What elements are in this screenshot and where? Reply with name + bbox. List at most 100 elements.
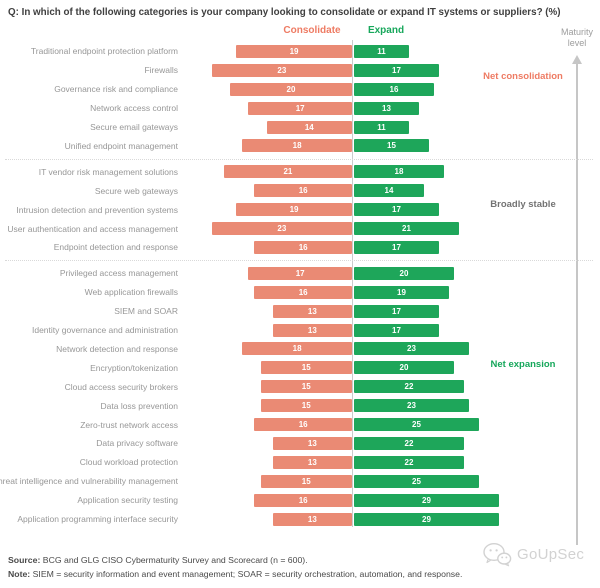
consolidate-bar: 16: [254, 184, 352, 198]
category-label: Secure web gateways: [94, 185, 178, 196]
consolidate-value: 15: [301, 476, 311, 486]
consolidate-bar: 15: [260, 380, 352, 394]
consolidate-bar: 17: [248, 101, 352, 115]
expand-value: 15: [387, 141, 396, 151]
expand-bar: 11: [354, 120, 409, 134]
expand-bar: 29: [354, 493, 499, 507]
group-label-net-expansion: Net expansion: [490, 359, 556, 370]
expand-bar: 18: [354, 165, 444, 179]
source-prefix: Source:: [8, 555, 41, 565]
expand-bar: 21: [354, 222, 459, 236]
consolidate-bar: 18: [242, 342, 352, 356]
consolidate-bar: 23: [211, 63, 352, 77]
chart-row: Governance risk and compliance 20 16: [0, 80, 600, 99]
chart-row: Network access control 17 13: [0, 99, 600, 118]
consolidate-value: 13: [307, 514, 317, 524]
consolidate-bar: 17: [248, 266, 352, 280]
consolidate-value: 16: [298, 287, 308, 297]
expand-bar: 16: [354, 82, 434, 96]
expand-bar: 17: [354, 304, 439, 318]
category-label: Intrusion detection and prevention syste…: [16, 204, 178, 215]
consolidate-value: 21: [283, 167, 293, 177]
expand-value: 25: [412, 476, 421, 486]
chart-row: Encryption/tokenization 15 20: [0, 358, 600, 377]
maturity-axis-label-line2: level: [567, 38, 587, 48]
consolidate-value: 16: [298, 242, 308, 252]
consolidate-bar: 16: [254, 493, 352, 507]
chart-row: SIEM and SOAR 13 17: [0, 302, 600, 321]
wechat-icon: [483, 542, 512, 567]
category-label: SIEM and SOAR: [114, 306, 178, 317]
consolidate-bar: 15: [260, 399, 352, 413]
consolidate-value: 17: [295, 103, 305, 113]
consolidate-bar: 13: [272, 455, 352, 469]
expand-bar: 22: [354, 455, 464, 469]
consolidate-value: 14: [304, 122, 314, 132]
expand-bar: 20: [354, 361, 454, 375]
expand-value: 29: [422, 514, 431, 524]
expand-value: 22: [404, 457, 414, 467]
category-label: Identity governance and administration: [31, 325, 178, 336]
chart-row: Unified endpoint management 18 15: [0, 137, 600, 156]
consolidate-value: 16: [298, 495, 308, 505]
consolidate-bar: 13: [272, 323, 352, 337]
expand-bar: 22: [354, 380, 464, 394]
category-label: Encryption/tokenization: [90, 362, 178, 373]
consolidate-value: 19: [289, 205, 299, 215]
category-label: Secure email gateways: [90, 122, 178, 133]
expand-value: 17: [392, 325, 401, 335]
expand-bar: 15: [354, 139, 429, 153]
category-label: Data privacy software: [96, 438, 178, 449]
consolidate-bar: 14: [266, 120, 352, 134]
expand-bar: 25: [354, 474, 479, 488]
maturity-axis-label: Maturity level: [545, 27, 600, 49]
consolidate-value: 16: [298, 420, 308, 430]
note-line: Note: SIEM = security information and ev…: [8, 569, 462, 579]
expand-value: 20: [399, 268, 409, 278]
consolidate-bar: 15: [260, 361, 352, 375]
category-label: Application programming interface securi…: [17, 514, 178, 525]
chart-row: Firewalls 23 17: [0, 61, 600, 80]
consolidate-value: 13: [307, 306, 317, 316]
consolidate-value: 18: [292, 141, 302, 151]
consolidate-value: 23: [277, 224, 287, 234]
expand-value: 11: [377, 122, 386, 132]
consolidate-bar: 23: [211, 222, 352, 236]
category-label: Application security testing: [77, 495, 178, 506]
category-label: Governance risk and compliance: [54, 84, 178, 95]
category-label: Privileged access management: [59, 268, 178, 279]
chart-row: Cloud access security brokers 15 22: [0, 377, 600, 396]
consolidate-bar: 16: [254, 418, 352, 432]
consolidate-value: 20: [286, 84, 296, 94]
chart-row: Web application firewalls 16 19: [0, 283, 600, 302]
chart-row: Data privacy software 13 22: [0, 434, 600, 453]
consolidate-bar: 16: [254, 285, 352, 299]
chart-row: User authentication and access managemen…: [0, 219, 600, 238]
chart-row: Endpoint detection and response 16 17: [0, 238, 600, 257]
consolidate-value: 15: [301, 401, 311, 411]
category-label: IT vendor risk management solutions: [38, 166, 178, 177]
expand-bar: 22: [354, 436, 464, 450]
category-label: Unified endpoint management: [64, 140, 178, 151]
consolidate-value: 13: [307, 438, 317, 448]
expand-value: 25: [412, 420, 421, 430]
expand-bar: 17: [354, 203, 439, 217]
expand-value: 17: [392, 65, 401, 75]
expand-value: 19: [397, 287, 406, 297]
chart-row: Threat intelligence and vulnerability ma…: [0, 472, 600, 491]
expand-value: 11: [377, 46, 386, 56]
expand-value: 29: [422, 495, 431, 505]
category-label: Traditional endpoint protection platform: [30, 46, 178, 57]
expand-bar: 20: [354, 266, 454, 280]
expand-bar: 29: [354, 512, 499, 526]
category-label: Network detection and response: [56, 343, 178, 354]
expand-value: 20: [399, 363, 409, 373]
expand-value: 22: [404, 382, 414, 392]
consolidate-bar: 16: [254, 240, 352, 254]
expand-bar: 23: [354, 342, 469, 356]
watermark-text: GoUpSec: [517, 546, 585, 563]
chart-title: Q: In which of the following categories …: [8, 7, 561, 18]
expand-value: 16: [389, 84, 399, 94]
expand-header: Expand: [367, 25, 405, 36]
